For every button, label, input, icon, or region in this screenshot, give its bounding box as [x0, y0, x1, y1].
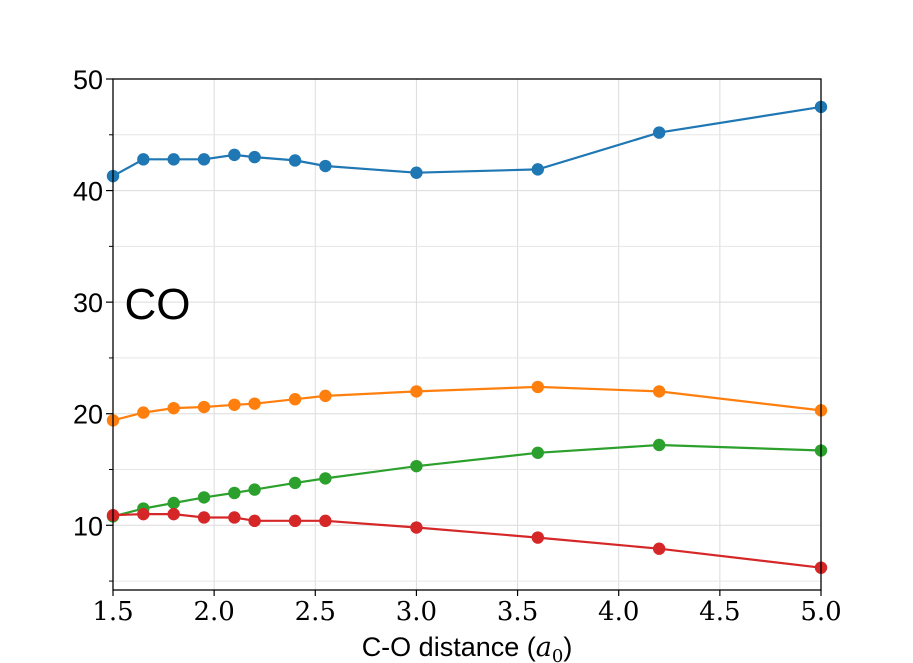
data-point-red [410, 521, 423, 534]
data-point-green [248, 483, 261, 496]
x-tick-label: 3.5 [497, 597, 538, 627]
series-line-red [112, 512, 822, 569]
data-point-orange [288, 393, 302, 406]
annotation-label: CO [124, 280, 190, 329]
data-point-orange [248, 397, 261, 410]
x-tick-label: 5.0 [800, 597, 841, 627]
data-point-green [197, 491, 211, 504]
data-point-blue [197, 153, 211, 166]
data-point-orange [410, 385, 423, 398]
data-point-blue [288, 154, 302, 167]
data-point-blue [228, 148, 241, 162]
series-orange [106, 380, 828, 427]
grid [112, 78, 822, 590]
plot-frame [112, 78, 822, 591]
x-tick-label: 4.0 [598, 597, 639, 627]
y-tick-label: 50 [73, 65, 103, 95]
data-point-green [531, 446, 544, 459]
data-point-red [531, 531, 544, 544]
data-point-blue [167, 153, 180, 166]
data-point-orange [319, 389, 332, 403]
data-point-green [228, 486, 241, 500]
ticks: 1.5 2.0 2.5 3.0 3.5 4.0 4.5 5.0 10 20 30 40 50 [73, 65, 842, 627]
data-point-green [319, 472, 332, 485]
series-blue [106, 100, 828, 183]
y-tick-label: 10 [73, 511, 103, 541]
data-point-blue [652, 126, 666, 139]
x-tick-label: 3.0 [396, 597, 437, 627]
x-tick-label: 1.5 [92, 597, 133, 627]
data-point-orange [228, 398, 241, 411]
data-point-green [167, 496, 180, 510]
series-red [106, 507, 828, 574]
data-point-orange [197, 400, 211, 414]
data-point-green [288, 476, 302, 490]
series-line-green [112, 443, 822, 518]
data-point-red [288, 514, 302, 528]
data-point-orange [137, 406, 150, 419]
data-point-blue [248, 150, 261, 164]
series-line-orange [112, 385, 822, 422]
y-tick-label: 30 [73, 288, 103, 318]
data-point-red [228, 511, 241, 524]
x-tick-label: 2.0 [193, 597, 234, 627]
x-tick-label: 4.5 [699, 597, 740, 627]
data-point-green [652, 438, 666, 452]
data-point-red [137, 507, 150, 521]
data-point-blue [319, 159, 332, 173]
data-point-orange [167, 401, 180, 415]
x-tick-label: 2.5 [295, 597, 336, 627]
data-point-blue [410, 166, 423, 179]
y-tick-label: 40 [73, 177, 103, 207]
data-point-red [319, 514, 332, 528]
x-axis-label: C-O distance (a0) [362, 632, 573, 663]
data-point-blue [531, 163, 544, 176]
series-green [106, 438, 828, 523]
series-group [106, 100, 828, 574]
data-point-orange [531, 380, 544, 394]
data-point-blue [137, 153, 150, 166]
data-point-red [167, 507, 180, 521]
data-point-green [410, 459, 423, 473]
data-point-red [248, 514, 261, 528]
series-line-blue [112, 105, 822, 178]
data-point-orange [652, 385, 666, 398]
data-point-red [197, 511, 211, 524]
y-tick-label: 20 [73, 400, 103, 430]
data-point-red [652, 542, 666, 555]
